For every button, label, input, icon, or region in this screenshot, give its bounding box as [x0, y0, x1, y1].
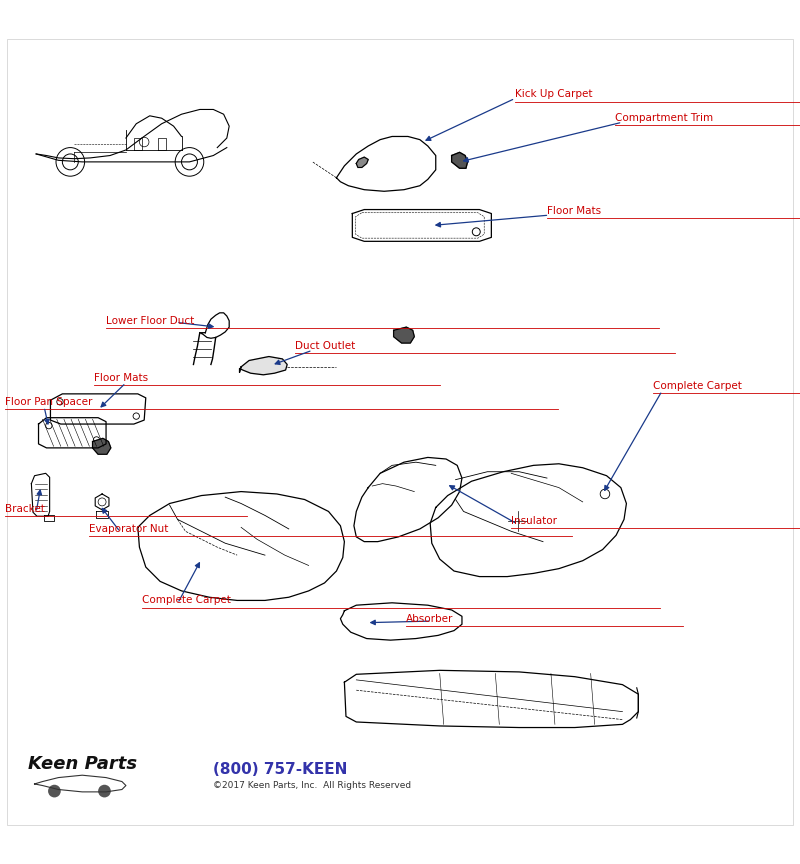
Text: Complete Carpet: Complete Carpet — [142, 595, 230, 606]
Polygon shape — [93, 438, 111, 454]
Text: Evaporator Nut: Evaporator Nut — [89, 524, 168, 534]
Circle shape — [98, 785, 111, 797]
Text: ©2017 Keen Parts, Inc.  All Rights Reserved: ©2017 Keen Parts, Inc. All Rights Reserv… — [214, 781, 411, 790]
Text: Floor Mats: Floor Mats — [94, 373, 148, 383]
Text: Complete Carpet: Complete Carpet — [653, 381, 742, 391]
Text: Duct Outlet: Duct Outlet — [295, 341, 355, 351]
Polygon shape — [356, 157, 368, 168]
Text: Absorber: Absorber — [406, 613, 454, 624]
Text: Floor Pan Spacer: Floor Pan Spacer — [5, 397, 93, 407]
Circle shape — [48, 785, 61, 797]
Text: Keen Parts: Keen Parts — [28, 755, 137, 773]
Polygon shape — [452, 152, 467, 168]
Text: Kick Up Carpet: Kick Up Carpet — [515, 89, 593, 99]
Text: Bracket: Bracket — [5, 504, 45, 514]
Text: (800) 757-KEEN: (800) 757-KEEN — [214, 762, 348, 777]
Text: Floor Mats: Floor Mats — [547, 206, 601, 216]
Text: Insulator: Insulator — [511, 516, 558, 526]
Polygon shape — [239, 357, 287, 375]
Polygon shape — [394, 327, 414, 343]
Text: Compartment Trim: Compartment Trim — [614, 113, 713, 124]
Text: Lower Floor Duct: Lower Floor Duct — [106, 315, 194, 326]
